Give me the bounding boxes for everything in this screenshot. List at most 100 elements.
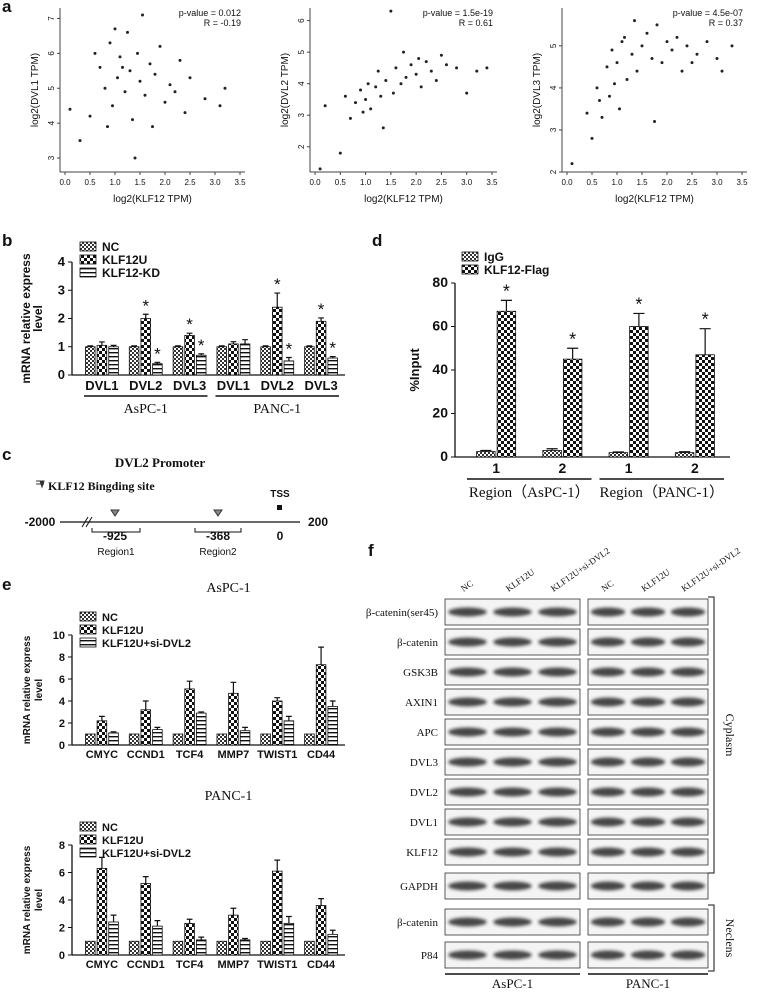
significance-mark: *: [503, 281, 510, 301]
bar: [96, 720, 108, 746]
error-bar: [242, 339, 248, 344]
point: [402, 50, 405, 54]
bar: [304, 346, 315, 376]
x-tick-label: 3.0: [209, 178, 221, 187]
row-label: AXIN1: [405, 697, 438, 709]
y-tick-label: 3: [58, 282, 65, 297]
x-tick-label: 1.0: [611, 178, 623, 187]
blot-band: [448, 607, 487, 617]
bar: [228, 692, 239, 746]
legend-swatch: [79, 847, 97, 858]
panel-label: b: [2, 231, 12, 250]
point: [188, 76, 192, 80]
y-tick-label: 8: [59, 840, 65, 852]
significance-mark: *: [702, 310, 709, 330]
error-bar: [99, 715, 105, 721]
y-tick-label: 6: [297, 18, 306, 23]
point: [650, 56, 654, 60]
blot-band: [590, 787, 626, 797]
legend-label: KLF12U: [102, 835, 144, 847]
tss-label: TSS: [270, 489, 290, 500]
error-bar: [612, 451, 624, 453]
point: [218, 104, 222, 108]
y-tick-label: 2: [58, 311, 65, 326]
x-tick-label: 3.5: [736, 178, 748, 187]
y-tick-label: 2: [59, 923, 65, 935]
blot-band: [670, 667, 706, 677]
error-bar: [274, 697, 281, 701]
error-bar: [87, 345, 94, 347]
point: [389, 9, 393, 13]
blot-band: [493, 917, 532, 927]
x-tick-label: TWIST1: [257, 959, 297, 971]
group-label: AsPC-1: [124, 402, 168, 417]
y-tick-label: 4: [297, 81, 306, 86]
blot-band: [630, 757, 666, 767]
y-tick-label: 3: [47, 155, 56, 160]
bar: [239, 343, 251, 376]
x-tick-label: 3.5: [486, 178, 498, 187]
significance-mark: *: [329, 339, 336, 358]
legend-label: KLF12U+si-DVL2: [102, 848, 191, 860]
x-tick-label: CCND1: [127, 749, 165, 761]
blot-band: [590, 727, 626, 737]
point: [417, 56, 421, 60]
panel-label: f: [368, 541, 374, 560]
error-bar: [480, 449, 492, 452]
error-bar: [110, 731, 117, 733]
blot-band: [538, 637, 577, 647]
blot-band: [630, 881, 666, 891]
error-bar: [142, 313, 149, 319]
significance-mark: *: [569, 329, 576, 349]
blot-band: [630, 950, 666, 960]
error-bar: [318, 898, 324, 906]
x-tick-label: 3.0: [461, 178, 473, 187]
position-label: -925: [103, 529, 127, 543]
point: [353, 101, 357, 105]
error-bar: [286, 915, 292, 924]
position-label: 0: [277, 529, 284, 543]
bar: [152, 729, 163, 746]
bar: [216, 940, 227, 956]
x-tick-label: DVL1: [85, 378, 118, 393]
point: [605, 65, 609, 69]
bar: [304, 733, 315, 746]
blot-band: [590, 757, 626, 767]
bar: [216, 346, 227, 376]
x-tick-label: 1.5: [636, 178, 648, 187]
point: [138, 79, 142, 83]
legend-swatch: [79, 637, 97, 648]
error-bar: [99, 856, 105, 869]
x-tick-label: 0.5: [84, 178, 96, 187]
bar: [674, 452, 695, 458]
point: [640, 44, 644, 48]
y-tick-label: 80: [432, 274, 448, 290]
blot-band: [493, 881, 532, 891]
x-tick-label: 2: [558, 460, 566, 476]
blot-band: [590, 607, 626, 617]
point: [595, 86, 599, 90]
bar: [216, 733, 227, 746]
y-tick-label: 40: [432, 361, 448, 377]
y-tick-label: 4: [58, 254, 66, 269]
row-label: β-catenin: [397, 917, 439, 929]
point: [653, 120, 656, 124]
y-tick-label: 6: [59, 868, 65, 880]
blot-band: [590, 697, 626, 707]
position-label: -368: [206, 529, 230, 543]
bar: [128, 940, 140, 956]
bar: [476, 451, 496, 458]
bar: [283, 720, 295, 746]
compartment-label: Neclens: [723, 919, 737, 958]
panel-label: c: [2, 445, 11, 464]
blot-band: [448, 757, 487, 767]
bar: [140, 709, 151, 746]
bar: [239, 730, 251, 746]
compartment-bracket: [708, 596, 715, 874]
legend-label: KLF12 Bingding site: [48, 479, 155, 493]
point: [163, 100, 167, 104]
point: [600, 115, 604, 119]
cell-line-label: AsPC-1: [492, 976, 533, 991]
legend-swatch: [79, 254, 97, 265]
blot-band: [670, 607, 706, 617]
